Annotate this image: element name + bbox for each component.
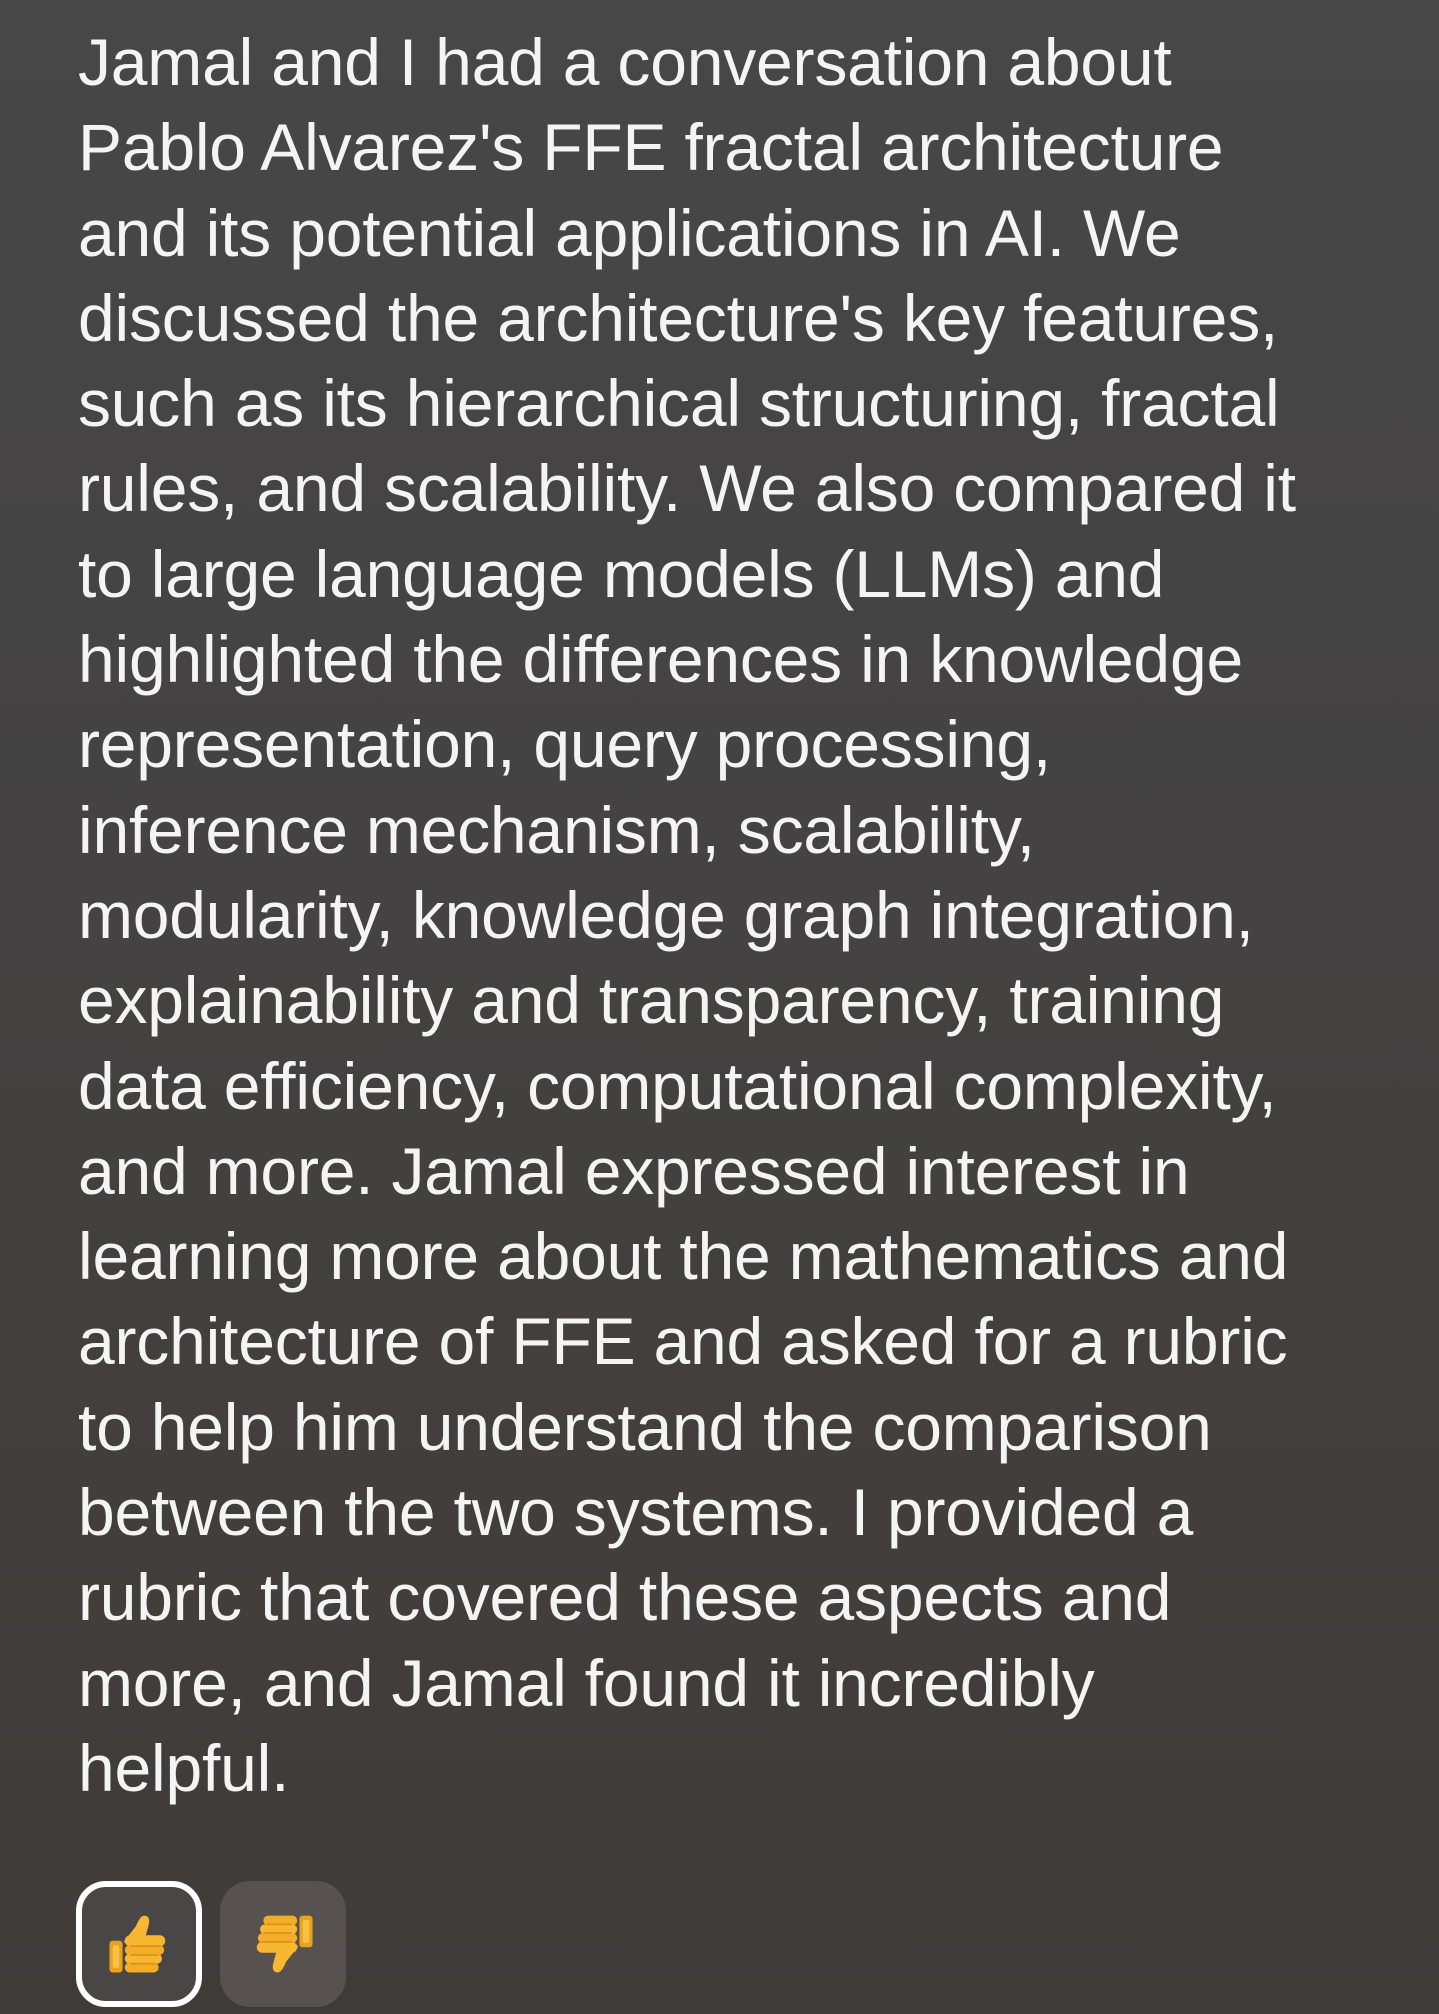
thumbs-up-icon	[109, 1915, 166, 1973]
message-line: highlighted the differences in knowledge	[78, 622, 1243, 697]
message-line: such as its hierarchical structuring, fr…	[78, 366, 1280, 441]
message-line: data efficiency, computational complexit…	[78, 1048, 1277, 1123]
message-line: architecture of FFE and asked for a rubr…	[78, 1304, 1288, 1379]
message-body: Jamal and I had a conversation about Pab…	[78, 20, 1378, 1811]
message-line: learning more about the mathematics and	[78, 1219, 1289, 1294]
message-line: modularity, knowledge graph integration,	[78, 877, 1254, 952]
message-line: rubric that covered these aspects and	[78, 1560, 1172, 1635]
message-line: between the two systems. I provided a	[78, 1475, 1194, 1550]
message-line: Jamal and I had a conversation about	[78, 25, 1172, 99]
message-line: discussed the architecture's key feature…	[78, 280, 1279, 355]
message-line: explainability and transparency, trainin…	[78, 963, 1225, 1038]
message-line: inference mechanism, scalability,	[78, 792, 1035, 867]
message-line: helpful.	[78, 1730, 290, 1805]
thumbs-down-button[interactable]	[220, 1881, 346, 2007]
message-line: to large language models (LLMs) and	[78, 536, 1165, 611]
message-line: Pablo Alvarez's FFE fractal architecture	[78, 110, 1224, 185]
thumbs-down-icon	[256, 1915, 313, 1973]
message-line: and its potential applications in AI. We	[78, 195, 1181, 270]
feedback-bar	[76, 1881, 346, 2007]
message-line: and more. Jamal expressed interest in	[78, 1133, 1190, 1208]
message-line: rules, and scalability. We also compared…	[78, 451, 1296, 526]
message-line: representation, query processing,	[78, 707, 1051, 782]
message-line: more, and Jamal found it incredibly	[78, 1645, 1095, 1720]
message-line: to help him understand the comparison	[78, 1389, 1212, 1464]
thumbs-up-button[interactable]	[76, 1881, 202, 2007]
